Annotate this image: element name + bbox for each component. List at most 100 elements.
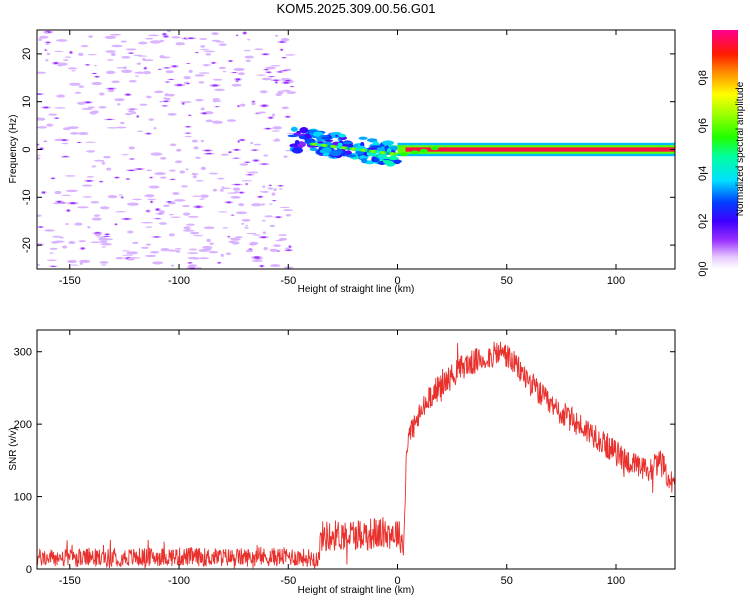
noise-speckle [187,256,199,260]
noise-speckle [165,70,174,74]
noise-speckle [194,74,205,77]
noise-speckle [37,118,46,121]
noise-core [165,81,170,83]
noise-speckle [54,190,62,195]
noise-speckle [121,254,134,256]
noise-speckle [195,156,201,159]
noise-core [231,214,234,216]
noise-speckle [261,203,266,206]
noise-core [125,93,131,96]
noise-core [269,76,274,78]
noise-speckle [54,107,66,109]
noise-core [170,178,175,180]
noise-speckle [48,113,58,116]
noise-speckle [159,56,171,59]
noise-core [163,33,166,36]
y-tick-label: 200 [14,419,32,431]
noise-speckle [186,223,195,226]
noise-core [228,60,233,62]
noise-speckle [148,34,159,37]
noise-speckle [74,91,82,94]
noise-core [186,82,190,85]
noise-core [247,174,253,176]
noise-speckle [103,155,111,159]
noise-speckle [278,234,288,236]
noise-speckle [219,189,224,192]
snr-x-ticks: -150 -100 -50 0 50 100 [59,330,625,587]
noise-speckle [87,54,98,56]
noise-speckle [144,194,155,198]
noise-core [272,200,276,202]
cluster-blob [348,143,354,148]
y-tick-label: 0 [21,146,33,152]
noise-speckle [270,65,281,67]
noise-core [114,223,117,226]
x-tick-label: 0 [394,275,400,287]
noise-speckle [62,245,68,249]
noise-speckle [271,130,280,132]
noise-core [146,210,149,212]
noise-speckle [188,215,199,218]
noise-core [103,235,109,237]
cluster-blob [338,133,346,138]
noise-speckle [78,52,84,57]
noise-speckle [176,148,182,152]
noise-speckle [78,259,91,263]
noise-speckle [125,113,133,116]
noise-speckle [215,41,225,43]
noise-speckle [220,153,229,156]
noise-speckle [110,52,116,57]
noise-speckle [281,77,286,81]
noise-speckle [61,194,72,197]
colorbar-ticks: 0.0 0.2 0.4 0.6 0.8 [697,70,709,276]
noise-speckle [273,188,277,192]
noise-speckle [205,53,211,56]
noise-speckle [200,194,209,198]
noise-speckle [136,62,142,65]
cluster-blob [324,139,334,143]
noise-speckle [211,32,219,36]
noise-speckle [160,156,167,160]
noise-core [186,126,190,128]
line-start-blip [419,148,428,153]
noise-core [260,265,264,267]
noise-core [226,201,232,204]
noise-speckle [111,44,123,48]
noise-core [172,65,177,68]
noise-speckle [233,191,240,194]
noise-core [279,41,285,43]
noise-speckle [150,152,163,156]
noise-speckle [284,68,292,71]
colorbar-gradient [712,30,738,269]
noise-core [144,67,147,70]
noise-speckle [182,229,195,232]
noise-core [282,57,286,59]
noise-core [130,158,134,160]
noise-speckle [126,202,139,206]
noise-core [86,180,92,182]
spectrogram-y-ticks: -20 -10 0 10 20 [21,48,675,253]
noise-core [286,116,290,118]
colorbar-tick-label: 0.2 [697,214,709,229]
noise-core [129,52,133,54]
spectrogram-x-axis-label: Height of straight line (km) [298,284,415,295]
noise-speckle [138,41,148,45]
noise-speckle [172,192,180,195]
noise-speckle [271,113,276,117]
noise-speckle [168,169,176,172]
noise-core [128,169,135,172]
noise-speckle [132,198,142,201]
noise-speckle [269,248,278,252]
x-tick-label: -100 [168,575,190,587]
cluster-blob [321,136,333,140]
noise-core [167,201,172,203]
noise-core [188,114,191,116]
noise-speckle [37,214,42,217]
noise-speckle [211,120,223,124]
cluster-blob [378,156,384,160]
noise-speckle [251,203,263,207]
noise-speckle [284,54,296,56]
noise-speckle [94,233,101,237]
noise-speckle [261,77,272,81]
noise-core [157,213,163,215]
